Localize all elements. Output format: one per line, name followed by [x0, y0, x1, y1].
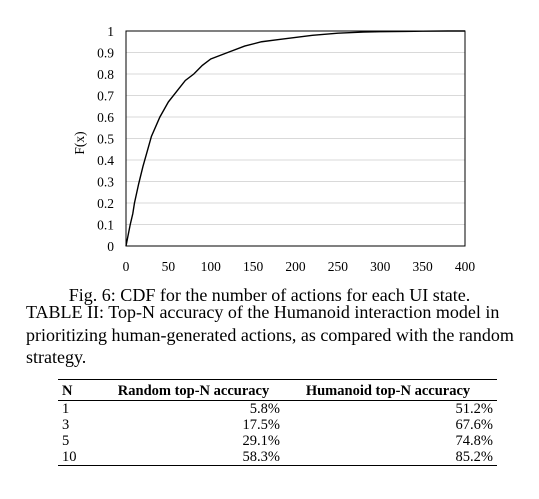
cell-n: 10 [62, 449, 77, 465]
header-random-accuracy: Random top-N accuracy [117, 383, 270, 399]
plot-area-border [125, 30, 466, 247]
y-tick-label: 0.2 [97, 196, 114, 211]
y-tick-label: 0.7 [97, 89, 114, 104]
cell-random: 58.3% [242, 449, 280, 465]
x-tick-label: 150 [243, 259, 264, 274]
table-row: 10 58.3% 85.2% [58, 449, 497, 466]
y-tick-label: 0.5 [97, 132, 114, 147]
table-row: 1 5.8% 51.2% [58, 401, 497, 418]
x-tick-label: 100 [201, 259, 222, 274]
y-tick-label: 0.3 [97, 175, 114, 190]
cell-humanoid: 85.2% [455, 449, 493, 465]
header-humanoid-accuracy: Humanoid top-N accuracy [305, 383, 471, 399]
accuracy-table: N Random top-N accuracy Humanoid top-N a… [58, 379, 497, 466]
y-tick-label: 0 [107, 239, 114, 254]
cell-n: 1 [62, 401, 70, 417]
x-tick-label: 50 [162, 259, 176, 274]
chart-grid [126, 52, 465, 225]
cell-n: 3 [62, 417, 70, 433]
x-tick-label: 350 [413, 259, 434, 274]
figure-caption: Fig. 6: CDF for the number of actions fo… [68, 285, 471, 305]
y-tick-label: 0.9 [97, 46, 114, 61]
y-axis-tick-labels: 0 0.1 0.2 0.3 0.4 0.5 0.6 0.7 0.8 0.9 1 [97, 24, 114, 254]
x-tick-label: 0 [123, 259, 130, 274]
x-tick-label: 200 [285, 259, 306, 274]
cdf-chart: 0 50 100 150 200 250 300 350 400 0 0.1 0.2 0.3 0.4 0.… [72, 24, 476, 274]
y-tick-label: 0.6 [97, 110, 114, 125]
y-axis-label: F(x) [72, 131, 87, 154]
cell-humanoid: 51.2% [455, 401, 493, 417]
x-axis-tick-labels: 0 50 100 150 200 250 300 350 400 [123, 259, 476, 274]
x-tick-label: 300 [370, 259, 391, 274]
y-tick-label: 0.8 [97, 67, 114, 82]
y-tick-label: 0.4 [97, 153, 114, 168]
table-row: 3 17.5% 67.6% [58, 417, 497, 433]
cell-random: 29.1% [242, 433, 280, 449]
cell-random: 5.8% [249, 401, 280, 417]
cell-humanoid: 74.8% [455, 433, 493, 449]
x-tick-label: 250 [328, 259, 349, 274]
y-tick-label: 0.1 [97, 218, 114, 233]
cell-random: 17.5% [242, 417, 280, 433]
cell-humanoid: 67.6% [455, 417, 493, 433]
table-row: 5 29.1% 74.8% [58, 433, 497, 449]
cell-n: 5 [62, 433, 70, 449]
table-caption: TABLE II: Top-N accuracy of the Humanoid… [26, 302, 514, 367]
x-tick-label: 400 [455, 259, 476, 274]
y-tick-label: 1 [107, 24, 114, 39]
table-header-row: N Random top-N accuracy Humanoid top-N a… [58, 379, 497, 401]
header-n: N [62, 383, 73, 399]
cdf-series-line [125, 30, 465, 247]
